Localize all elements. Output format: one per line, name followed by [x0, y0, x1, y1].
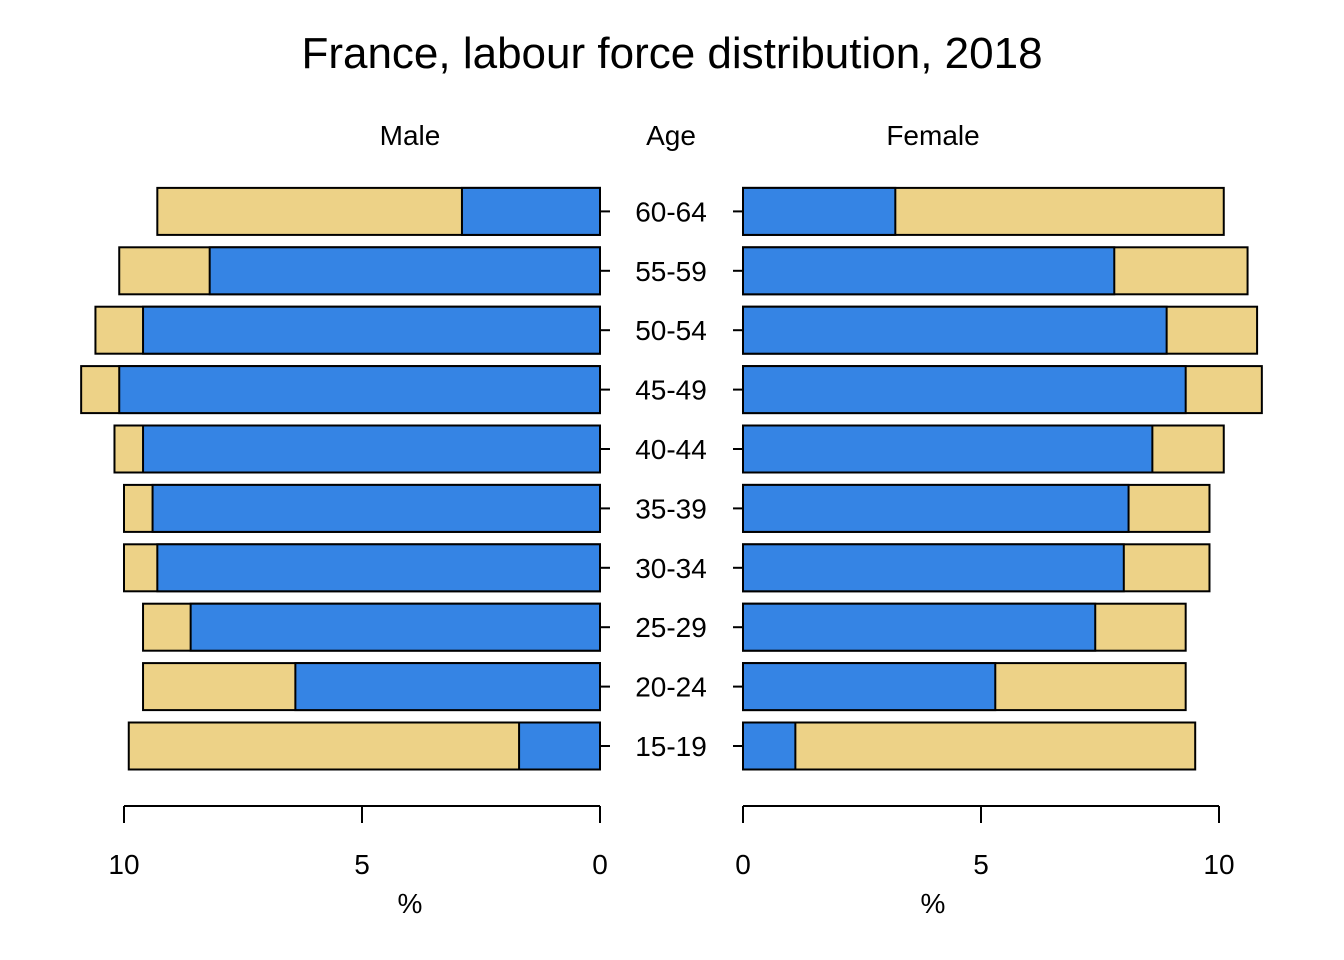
age-label-35-39: 35-39 — [635, 493, 707, 524]
age-axis-label: Age — [646, 120, 696, 151]
male-x-tick-label-10: 10 — [108, 849, 139, 880]
age-label-15-19: 15-19 — [635, 731, 707, 762]
male-labour-force-bar-55-59 — [208, 246, 601, 296]
male-labour-force-bar-50-54 — [142, 305, 601, 355]
male-labour-force-bar-35-39 — [151, 483, 601, 533]
female-labour-force-bar-25-29 — [742, 602, 1097, 652]
female-labour-force-bar-45-49 — [742, 365, 1187, 415]
female-x-tick-label-5: 5 — [973, 849, 989, 880]
female-labour-force-bar-55-59 — [742, 246, 1116, 296]
female-x-axis: 0 5 10 — [735, 805, 1235, 880]
age-label-55-59: 55-59 — [635, 256, 707, 287]
age-label-45-49: 45-49 — [635, 375, 707, 406]
male-x-axis-unit: % — [398, 888, 423, 919]
male-labour-force-bar-15-19 — [518, 721, 602, 771]
male-panel-label: Male — [380, 120, 441, 151]
age-label-20-24: 20-24 — [635, 672, 707, 703]
female-bars — [742, 186, 1263, 771]
male-labour-force-bar-30-34 — [156, 543, 601, 593]
female-labour-force-bar-50-54 — [742, 305, 1168, 355]
female-labour-force-bar-60-64 — [742, 186, 897, 236]
female-x-axis-unit: % — [921, 888, 946, 919]
male-bars — [80, 186, 602, 771]
age-label-50-54: 50-54 — [635, 315, 707, 346]
female-labour-force-bar-15-19 — [742, 721, 797, 771]
male-labour-force-bar-60-64 — [460, 186, 601, 236]
male-labour-force-bar-45-49 — [118, 365, 602, 415]
chart-title: France, labour force distribution, 2018 — [301, 29, 1042, 78]
age-label-40-44: 40-44 — [635, 434, 707, 465]
female-labour-force-bar-35-39 — [742, 483, 1130, 533]
male-x-tick-label-5: 5 — [354, 849, 370, 880]
female-total-bar-15-19 — [742, 721, 1197, 771]
male-x-axis: 0 5 10 — [108, 805, 608, 880]
male-labour-force-bar-20-24 — [294, 662, 601, 712]
age-label-60-64: 60-64 — [635, 196, 707, 227]
female-labour-force-bar-30-34 — [742, 543, 1125, 593]
age-label-30-34: 30-34 — [635, 553, 707, 584]
female-x-tick-label-10: 10 — [1203, 849, 1234, 880]
male-labour-force-bar-40-44 — [142, 424, 601, 474]
female-x-tick-label-0: 0 — [735, 849, 751, 880]
male-x-tick-label-0: 0 — [592, 849, 608, 880]
female-labour-force-bar-20-24 — [742, 662, 997, 712]
female-labour-force-bar-40-44 — [742, 424, 1154, 474]
male-labour-force-bar-25-29 — [189, 602, 601, 652]
age-axis: 15-19 20-24 25-29 30-34 35-39 40-44 45-49 50-54… — [600, 196, 743, 762]
age-label-25-29: 25-29 — [635, 612, 707, 643]
female-panel-label: Female — [886, 120, 979, 151]
